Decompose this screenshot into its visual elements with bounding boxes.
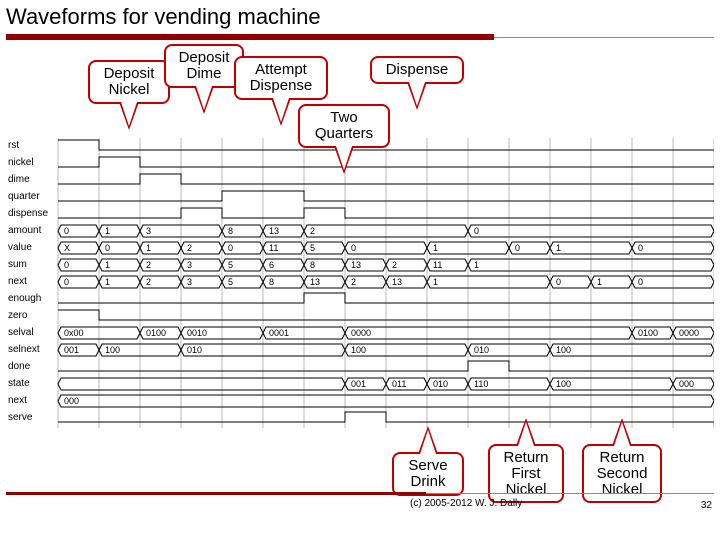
svg-text:010: 010 <box>187 345 202 355</box>
svg-text:next: next <box>8 395 27 406</box>
svg-text:1: 1 <box>433 243 438 253</box>
svg-text:next: next <box>8 276 27 287</box>
svg-text:0: 0 <box>64 277 69 287</box>
svg-text:1: 1 <box>597 277 602 287</box>
svg-text:0010: 0010 <box>187 328 207 338</box>
title-rule-red <box>6 34 494 40</box>
svg-text:selnext: selnext <box>8 344 40 355</box>
svg-text:0100: 0100 <box>638 328 658 338</box>
svg-text:dime: dime <box>8 174 30 185</box>
svg-text:110: 110 <box>474 379 488 389</box>
svg-text:8: 8 <box>269 277 274 287</box>
svg-text:0000: 0000 <box>679 328 699 338</box>
svg-text:0000: 0000 <box>351 328 371 338</box>
svg-text:3: 3 <box>187 260 192 270</box>
svg-text:0: 0 <box>474 226 479 236</box>
svg-text:quarter: quarter <box>8 191 40 202</box>
svg-text:0100: 0100 <box>146 328 166 338</box>
svg-text:zero: zero <box>8 310 28 321</box>
svg-text:sum: sum <box>8 259 27 270</box>
svg-text:nickel: nickel <box>8 157 34 168</box>
svg-text:001: 001 <box>351 379 366 389</box>
page-number: 32 <box>701 500 712 511</box>
waveform-diagram: rstnickeldimequarterdispenseamount013813… <box>6 138 714 428</box>
svg-text:100: 100 <box>105 345 120 355</box>
svg-text:2: 2 <box>146 260 151 270</box>
copyright-footer: (c) 2005-2012 W. J. Dally <box>410 498 522 509</box>
svg-text:100: 100 <box>351 345 366 355</box>
svg-text:3: 3 <box>146 226 151 236</box>
svg-text:5: 5 <box>228 277 233 287</box>
svg-text:5: 5 <box>228 260 233 270</box>
svg-text:010: 010 <box>474 345 489 355</box>
callout-return-first-nickel: ReturnFirstNickel <box>488 444 564 503</box>
svg-text:amount: amount <box>8 225 42 236</box>
callout-two-quarters: TwoQuarters <box>298 104 390 148</box>
svg-text:2: 2 <box>392 260 397 270</box>
svg-text:enough: enough <box>8 293 41 304</box>
callout-serve-drink: ServeDrink <box>392 452 464 496</box>
svg-text:1: 1 <box>146 243 151 253</box>
svg-text:2: 2 <box>310 226 315 236</box>
title-rule-grey <box>494 37 714 38</box>
svg-text:100: 100 <box>556 379 571 389</box>
svg-text:2: 2 <box>351 277 356 287</box>
svg-text:13: 13 <box>351 260 361 270</box>
svg-text:11: 11 <box>269 243 278 253</box>
svg-text:010: 010 <box>433 379 448 389</box>
callout-deposit-nickel: DepositNickel <box>88 60 170 104</box>
footer-rule-grey <box>426 493 714 494</box>
svg-text:1: 1 <box>105 226 110 236</box>
svg-text:0: 0 <box>105 243 110 253</box>
svg-text:1: 1 <box>105 260 110 270</box>
svg-text:0: 0 <box>228 243 233 253</box>
svg-text:value: value <box>8 242 32 253</box>
svg-text:selval: selval <box>8 327 34 338</box>
svg-text:0x00: 0x00 <box>64 328 84 338</box>
svg-text:2: 2 <box>187 243 192 253</box>
svg-text:2: 2 <box>146 277 151 287</box>
svg-text:X: X <box>64 243 70 253</box>
svg-text:8: 8 <box>228 226 233 236</box>
svg-text:0: 0 <box>515 243 520 253</box>
svg-text:5: 5 <box>310 243 315 253</box>
svg-text:1: 1 <box>105 277 110 287</box>
svg-text:8: 8 <box>310 260 315 270</box>
footer-rule-red <box>6 492 426 495</box>
svg-text:rst: rst <box>8 140 19 151</box>
svg-text:0: 0 <box>351 243 356 253</box>
svg-text:0: 0 <box>638 243 643 253</box>
svg-text:state: state <box>8 378 30 389</box>
svg-text:13: 13 <box>392 277 402 287</box>
slide-title: Waveforms for vending machine <box>6 4 321 30</box>
svg-text:1: 1 <box>474 260 479 270</box>
callout-return-second-nickel: ReturnSecondNickel <box>582 444 662 503</box>
svg-text:1: 1 <box>556 243 561 253</box>
svg-text:3: 3 <box>187 277 192 287</box>
svg-text:0001: 0001 <box>269 328 289 338</box>
svg-text:0: 0 <box>64 226 69 236</box>
svg-text:11: 11 <box>433 260 442 270</box>
callout-attempt-dispense: AttemptDispense <box>234 56 328 100</box>
svg-text:0: 0 <box>556 277 561 287</box>
svg-text:011: 011 <box>392 379 406 389</box>
svg-text:0: 0 <box>638 277 643 287</box>
svg-text:dispense: dispense <box>8 208 48 219</box>
svg-text:serve: serve <box>8 412 33 423</box>
svg-text:6: 6 <box>269 260 274 270</box>
svg-text:000: 000 <box>64 396 79 406</box>
svg-text:done: done <box>8 361 31 372</box>
callout-deposit-dime: DepositDime <box>164 44 244 88</box>
svg-text:0: 0 <box>64 260 69 270</box>
svg-text:100: 100 <box>556 345 571 355</box>
svg-text:001: 001 <box>64 345 79 355</box>
callout-dispense: Dispense <box>370 56 464 84</box>
svg-text:1: 1 <box>433 277 438 287</box>
svg-text:13: 13 <box>310 277 320 287</box>
svg-text:000: 000 <box>679 379 694 389</box>
svg-text:13: 13 <box>269 226 279 236</box>
